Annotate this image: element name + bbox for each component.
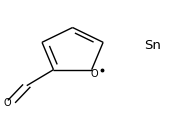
Text: O: O <box>91 68 98 78</box>
Text: Sn: Sn <box>144 39 161 52</box>
Text: O: O <box>4 97 11 107</box>
